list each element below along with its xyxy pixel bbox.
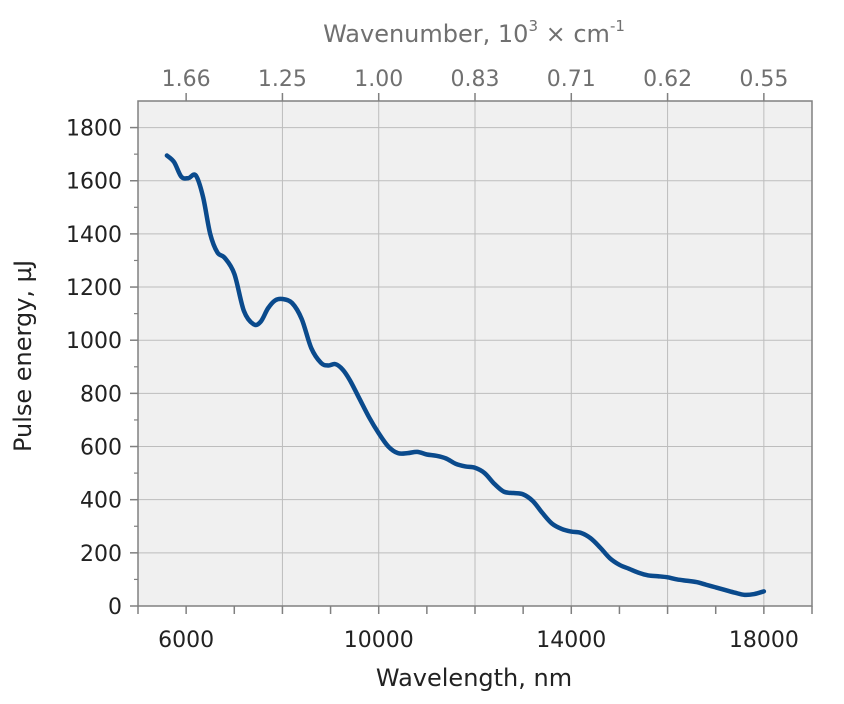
top-axis-label-exponent-2: -1	[610, 17, 625, 35]
y-tick-label: 0	[108, 595, 122, 620]
top-tick-label: 0.55	[739, 67, 788, 92]
y-tick-label: 200	[80, 542, 122, 567]
x-tick-label: 6000	[158, 628, 214, 653]
y-tick-label: 600	[80, 436, 122, 461]
y-tick-label: 1400	[66, 223, 122, 248]
y-tick-label: 400	[80, 489, 122, 514]
y-tick-label: 1000	[66, 329, 122, 354]
y-tick-label: 1800	[66, 117, 122, 142]
grid-lines	[138, 101, 812, 606]
top-tick-label: 1.00	[354, 67, 403, 92]
x-tick-label: 10000	[344, 628, 414, 653]
y-tick-label: 800	[80, 382, 122, 407]
x-axis-label: Wavelength, nm	[376, 664, 572, 692]
y-tick-label: 1600	[66, 170, 122, 195]
top-tick-label: 1.25	[258, 67, 307, 92]
top-axis-label-middle: × cm	[538, 20, 610, 48]
x-tick-label: 18000	[729, 628, 799, 653]
x-tick-label: 14000	[536, 628, 606, 653]
y-axis-label: Pulse energy, µJ	[9, 260, 37, 452]
top-axis-label-prefix: Wavenumber, 10	[323, 20, 528, 48]
series-line	[164, 153, 767, 598]
y-tick-label: 1200	[66, 276, 122, 301]
top-tick-label: 0.62	[643, 67, 692, 92]
tick-labels: 6000 10000 14000 18000 0 200 400 600 800 1000 1200…	[66, 67, 799, 653]
top-tick-label: 0.83	[451, 67, 500, 92]
top-tick-label: 1.66	[162, 67, 211, 92]
top-tick-label: 0.71	[547, 67, 596, 92]
axis-ticks	[130, 93, 813, 614]
top-axis-label-exponent-1: 3	[528, 17, 538, 35]
top-axis-label: Wavenumber, 103 × cm-1	[323, 17, 625, 48]
